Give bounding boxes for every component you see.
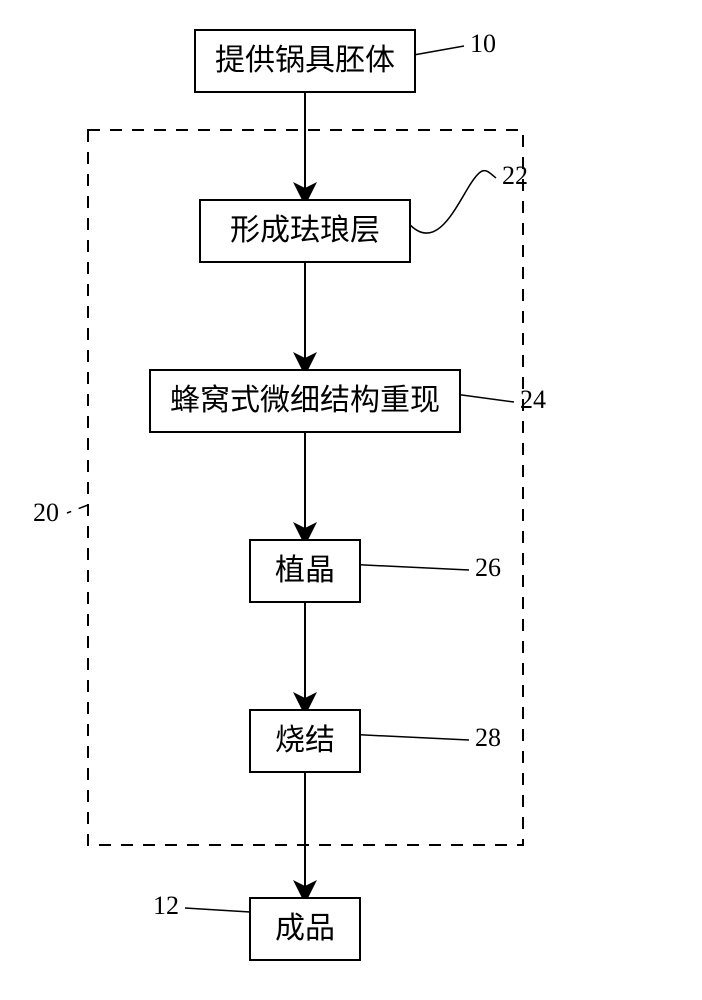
process-node-label: 烧结 [275, 724, 335, 757]
callout-label: 24 [520, 385, 546, 414]
callout-line [460, 395, 514, 402]
callout-label: 28 [475, 723, 501, 752]
callout-label-20: 20 [33, 498, 59, 527]
process-node-label: 提供锅具胚体 [215, 44, 395, 77]
callout-line [415, 46, 464, 55]
process-node-label: 成品 [275, 912, 335, 945]
flowchart-canvas: 20 提供锅具胚体 10 形成珐琅层 22 蜂窝式微细结构重现 24 植晶 26 烧结 28 成品 12 [0, 0, 702, 1000]
callout-label: 10 [470, 29, 496, 58]
process-node-label: 植晶 [275, 554, 335, 587]
process-node-label: 蜂窝式微细结构重现 [170, 384, 440, 417]
callout-line [185, 908, 250, 912]
callout-label: 22 [502, 161, 528, 190]
process-node-label: 形成珐琅层 [230, 214, 380, 247]
callout-label: 26 [475, 553, 501, 582]
callout-label: 12 [153, 891, 179, 920]
callout-line [410, 171, 496, 234]
callout-line [360, 565, 469, 570]
callout-line [67, 505, 88, 513]
callout-line [360, 735, 469, 740]
